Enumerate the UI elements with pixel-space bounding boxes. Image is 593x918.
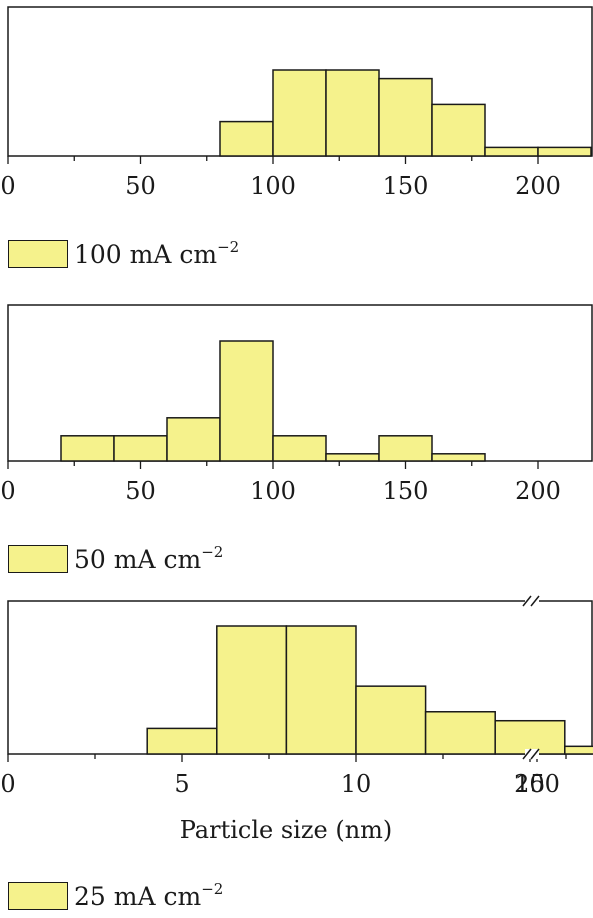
histogram-bar [216, 625, 288, 755]
x-tick-label: 100 [250, 477, 296, 505]
histogram-bar [424, 711, 496, 755]
axis-break-mark [530, 595, 540, 607]
x-tick-label: 200 [514, 770, 560, 798]
histogram-bar [431, 453, 486, 462]
histogram-bar [60, 435, 115, 462]
x-tick-label: 150 [383, 477, 429, 505]
histogram-bar [564, 745, 593, 755]
axis-break-mark [530, 748, 540, 760]
legend-100-mA: 100 mA cm−2 [8, 238, 239, 269]
legend-label: 100 mA cm−2 [74, 238, 240, 269]
legend-50-mA: 50 mA cm−2 [8, 543, 223, 574]
legend-swatch [8, 544, 68, 573]
x-tick-label: 0 [0, 172, 15, 200]
histogram-bar [146, 727, 218, 755]
legend-25-mA: 25 mA cm−2 [8, 880, 223, 911]
histogram-bar [272, 69, 327, 157]
histogram-bar [272, 435, 327, 462]
x-tick-label: 0 [0, 770, 15, 798]
x-tick-label: 50 [125, 172, 156, 200]
histogram-bar [355, 685, 427, 755]
histogram-bar [325, 69, 380, 157]
legend-label: 25 mA cm−2 [74, 880, 224, 911]
x-tick-label: 5 [174, 770, 189, 798]
x-axis-label: Particle size (nm) [180, 816, 393, 844]
histogram-bar [219, 340, 274, 462]
x-tick-label: 10 [341, 770, 372, 798]
legend-label: 50 mA cm−2 [74, 543, 224, 574]
histogram-bar [166, 417, 221, 462]
axis-break-gap [525, 749, 539, 759]
axis-break-mark [522, 748, 532, 760]
axis-break-gap [525, 596, 539, 606]
legend-swatch [8, 881, 68, 910]
x-tick-label: 15 [515, 770, 546, 798]
histogram-bar [484, 146, 539, 157]
histogram-bar [378, 435, 433, 462]
legend-swatch [8, 239, 68, 268]
axis-break-mark [522, 595, 532, 607]
histogram-bar [285, 625, 357, 755]
x-tick-label: 200 [515, 172, 561, 200]
histogram-bar [113, 435, 168, 462]
x-tick-label: 150 [383, 172, 429, 200]
histogram-bar [431, 103, 486, 157]
x-tick-label: 50 [125, 477, 156, 505]
histogram-bar [537, 146, 592, 157]
x-tick-label: 200 [515, 477, 561, 505]
histogram-bar [378, 77, 433, 157]
histogram-bar [325, 453, 380, 462]
x-tick-label: 100 [250, 172, 296, 200]
x-tick-label: 0 [0, 477, 15, 505]
histogram-bar [219, 120, 274, 157]
